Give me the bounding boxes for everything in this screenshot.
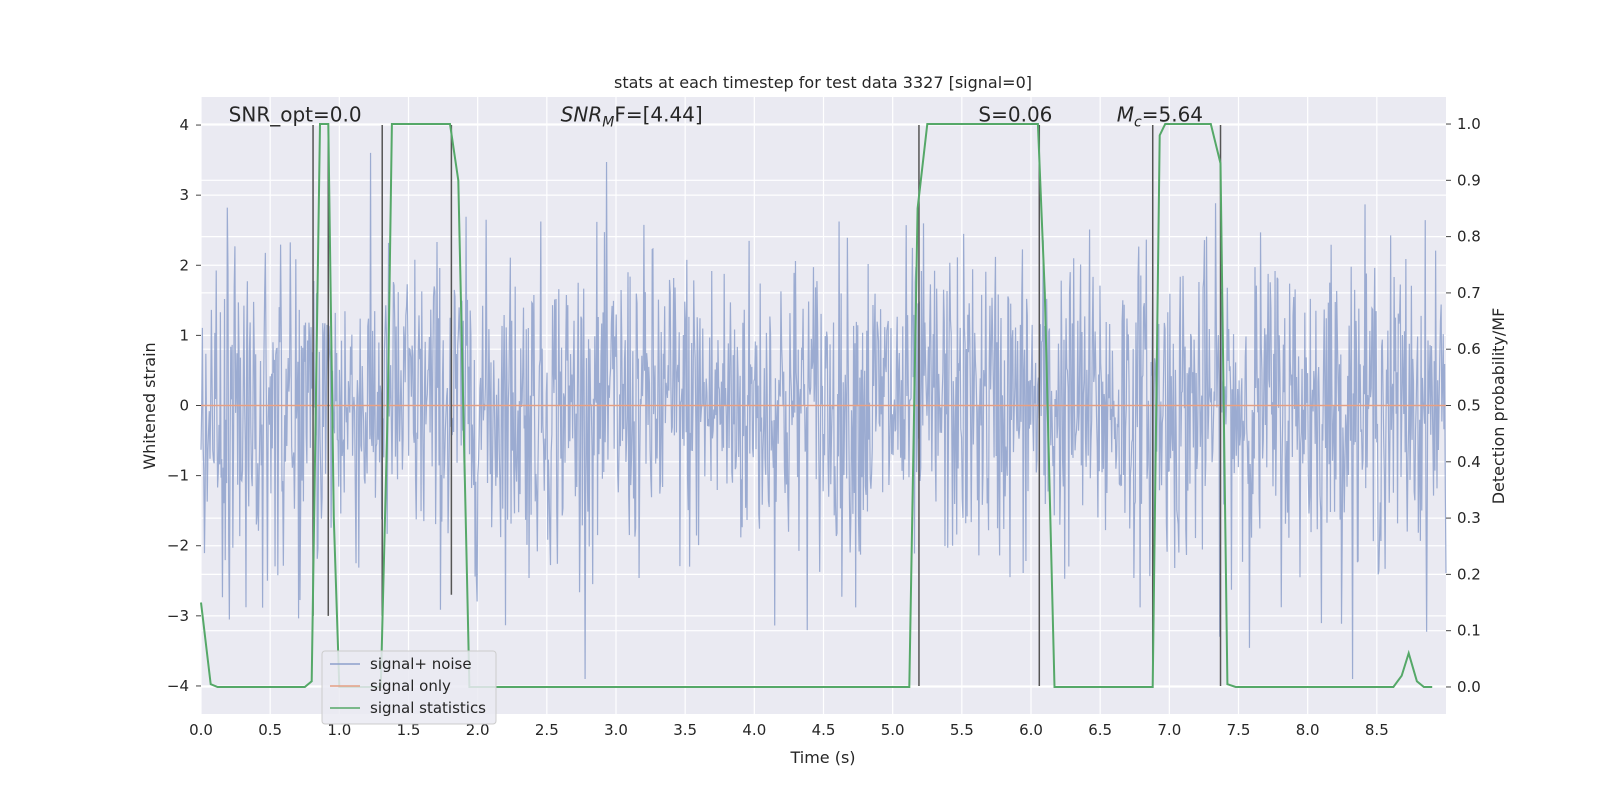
y-tick-labels: 4 3 2 1 0 −1 −2 −3 −4: [167, 116, 201, 695]
y-right-tick-label-9: 0.1: [1457, 622, 1481, 640]
x-tick-label-9: 4.5: [812, 721, 836, 739]
x-tick-label-15: 7.5: [1227, 721, 1251, 739]
annotation-1: SNRMF=[4.44]: [561, 103, 703, 131]
x-axis-label: Time (s): [789, 748, 855, 767]
x-tick-label-14: 7.0: [1157, 721, 1181, 739]
x-tick-label-16: 8.0: [1296, 721, 1320, 739]
y-right-axis-label: Detection probability/MF: [1489, 308, 1508, 505]
y-right-tick-label-5: 0.5: [1457, 397, 1481, 415]
signal-statistics-group: [200, 123, 1433, 688]
legend: signal+ noise signal only signal statist…: [321, 650, 497, 725]
y-right-tick-label-7: 0.3: [1457, 509, 1481, 527]
y-right-tick-label-6: 0.4: [1457, 453, 1481, 471]
y-tick-label-5: −1: [167, 467, 189, 485]
y-right-tick-labels: 1.0 0.9 0.8 0.7 0.6 0.5 0.4 0.3 0.2 0.1 0.0: [1446, 115, 1481, 696]
x-tick-label-0: 0.0: [189, 721, 213, 739]
x-tick-label-3: 1.5: [397, 721, 421, 739]
y-right-tick-label-8: 0.2: [1457, 565, 1481, 583]
x-tick-label-13: 6.5: [1088, 721, 1112, 739]
annotation-2: S=0.06: [978, 103, 1052, 127]
annotation-3: Mc=5.64: [1117, 103, 1203, 131]
y-right-tick-label-4: 0.6: [1457, 340, 1481, 358]
y-right-tick-label-0: 1.0: [1457, 115, 1481, 133]
chart-title: stats at each timestep for test data 332…: [614, 73, 1032, 92]
y-right-tick-label-2: 0.8: [1457, 228, 1481, 246]
y-tick-label-4: 0: [179, 397, 189, 415]
x-tick-label-2: 1.0: [327, 721, 351, 739]
x-tick-label-7: 3.5: [673, 721, 697, 739]
y-tick-label-7: −3: [167, 607, 189, 625]
y-tick-label-8: −4: [167, 677, 189, 695]
x-tick-label-5: 2.5: [535, 721, 559, 739]
vertical-markers-group: [312, 125, 1222, 686]
x-tick-label-8: 4.0: [742, 721, 766, 739]
x-tick-label-12: 6.0: [1019, 721, 1043, 739]
x-tick-label-11: 5.5: [950, 721, 974, 739]
annotations-group: SNR_opt=0.0 SNRMF=[4.44] S=0.06 Mc=5.64: [229, 103, 1203, 131]
y-tick-label-3: 1: [179, 326, 189, 344]
legend-label-signal-noise: signal+ noise: [370, 655, 472, 673]
y-right-tick-label-1: 0.9: [1457, 171, 1481, 189]
x-tick-label-4: 2.0: [466, 721, 490, 739]
y-axis-label: Whitened strain: [140, 342, 159, 469]
x-tick-label-6: 3.0: [604, 721, 628, 739]
x-tick-labels: 0.0 0.5 1.0 1.5 2.0 2.5 3.0 3.5 4.0 4.5 5.0 5.5 6.0 6…: [189, 721, 1389, 739]
legend-label-signal-only: signal only: [370, 677, 451, 695]
series-signal-statistics-line: [200, 123, 1433, 688]
x-tick-label-17: 8.5: [1365, 721, 1389, 739]
annotation-0: SNR_opt=0.0: [229, 103, 362, 127]
y-tick-label-0: 4: [179, 116, 189, 134]
y-right-tick-label-3: 0.7: [1457, 284, 1481, 302]
y-tick-label-2: 2: [179, 256, 189, 274]
legend-box: [321, 650, 497, 725]
y-tick-label-1: 3: [179, 186, 189, 204]
noise-trace-group: [200, 152, 1447, 679]
x-tick-label-10: 5.0: [881, 721, 905, 739]
legend-label-signal-statistics: signal statistics: [370, 699, 486, 717]
y-tick-label-6: −2: [167, 537, 189, 555]
y-right-tick-label-10: 0.0: [1457, 678, 1481, 696]
series-signal-noise-line: [200, 152, 1447, 679]
x-tick-label-1: 0.5: [258, 721, 282, 739]
